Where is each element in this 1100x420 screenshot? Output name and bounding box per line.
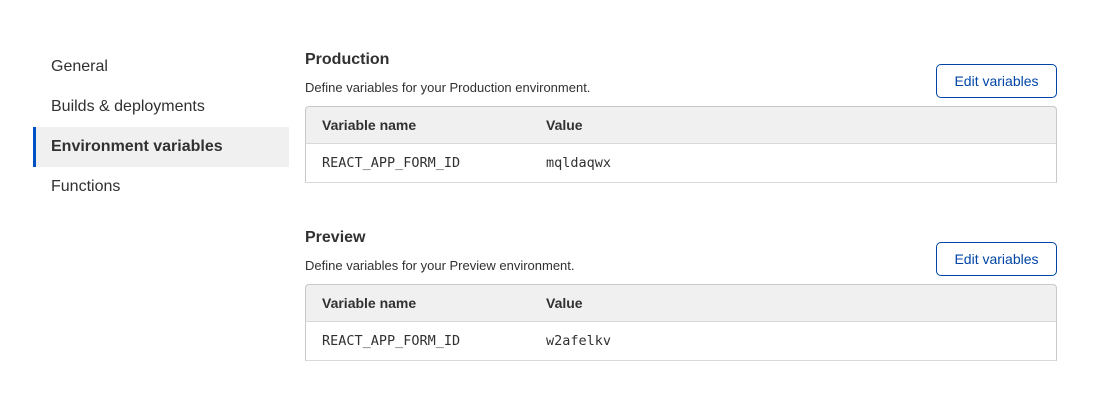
- edit-variables-button[interactable]: Edit variables: [936, 64, 1057, 98]
- variable-value: w2afelkv: [530, 322, 1057, 361]
- column-header: Value: [530, 106, 1057, 144]
- variables-table: Variable name Value REACT_APP_FORM_ID w2af…: [305, 284, 1057, 361]
- variable-name: REACT_APP_FORM_ID: [305, 322, 530, 361]
- edit-variables-button[interactable]: Edit variables: [936, 242, 1057, 276]
- variable-value: mqldaqwx: [530, 144, 1057, 183]
- table-header: Variable name Value: [305, 284, 1057, 322]
- section-title: Production: [305, 51, 390, 68]
- table-row: REACT_APP_FORM_ID w2afelkv: [305, 322, 1057, 361]
- variables-table: Variable name Value REACT_APP_FORM_ID mqld…: [305, 106, 1057, 183]
- section-title: Preview: [305, 229, 366, 246]
- sidebar-item-general[interactable]: General: [51, 58, 108, 75]
- section-description: Define variables for your Preview enviro…: [305, 258, 575, 273]
- preview-section: Preview Define variables for your Previe…: [305, 228, 1057, 361]
- column-header: Value: [530, 284, 1057, 322]
- sidebar-item-environment-variables[interactable]: Environment variables: [33, 127, 289, 167]
- column-header: Variable name: [305, 284, 530, 322]
- variable-name: REACT_APP_FORM_ID: [305, 144, 530, 183]
- column-header: Variable name: [305, 106, 530, 144]
- section-description: Define variables for your Production env…: [305, 80, 591, 95]
- sidebar-item-functions[interactable]: Functions: [51, 178, 121, 195]
- table-row: REACT_APP_FORM_ID mqldaqwx: [305, 144, 1057, 183]
- sidebar-item-builds-deployments[interactable]: Builds & deployments: [51, 98, 205, 115]
- production-section: Production Define variables for your Pro…: [305, 50, 1057, 183]
- table-header: Variable name Value: [305, 106, 1057, 144]
- settings-sidebar: General Builds & deployments Environment…: [33, 47, 289, 207]
